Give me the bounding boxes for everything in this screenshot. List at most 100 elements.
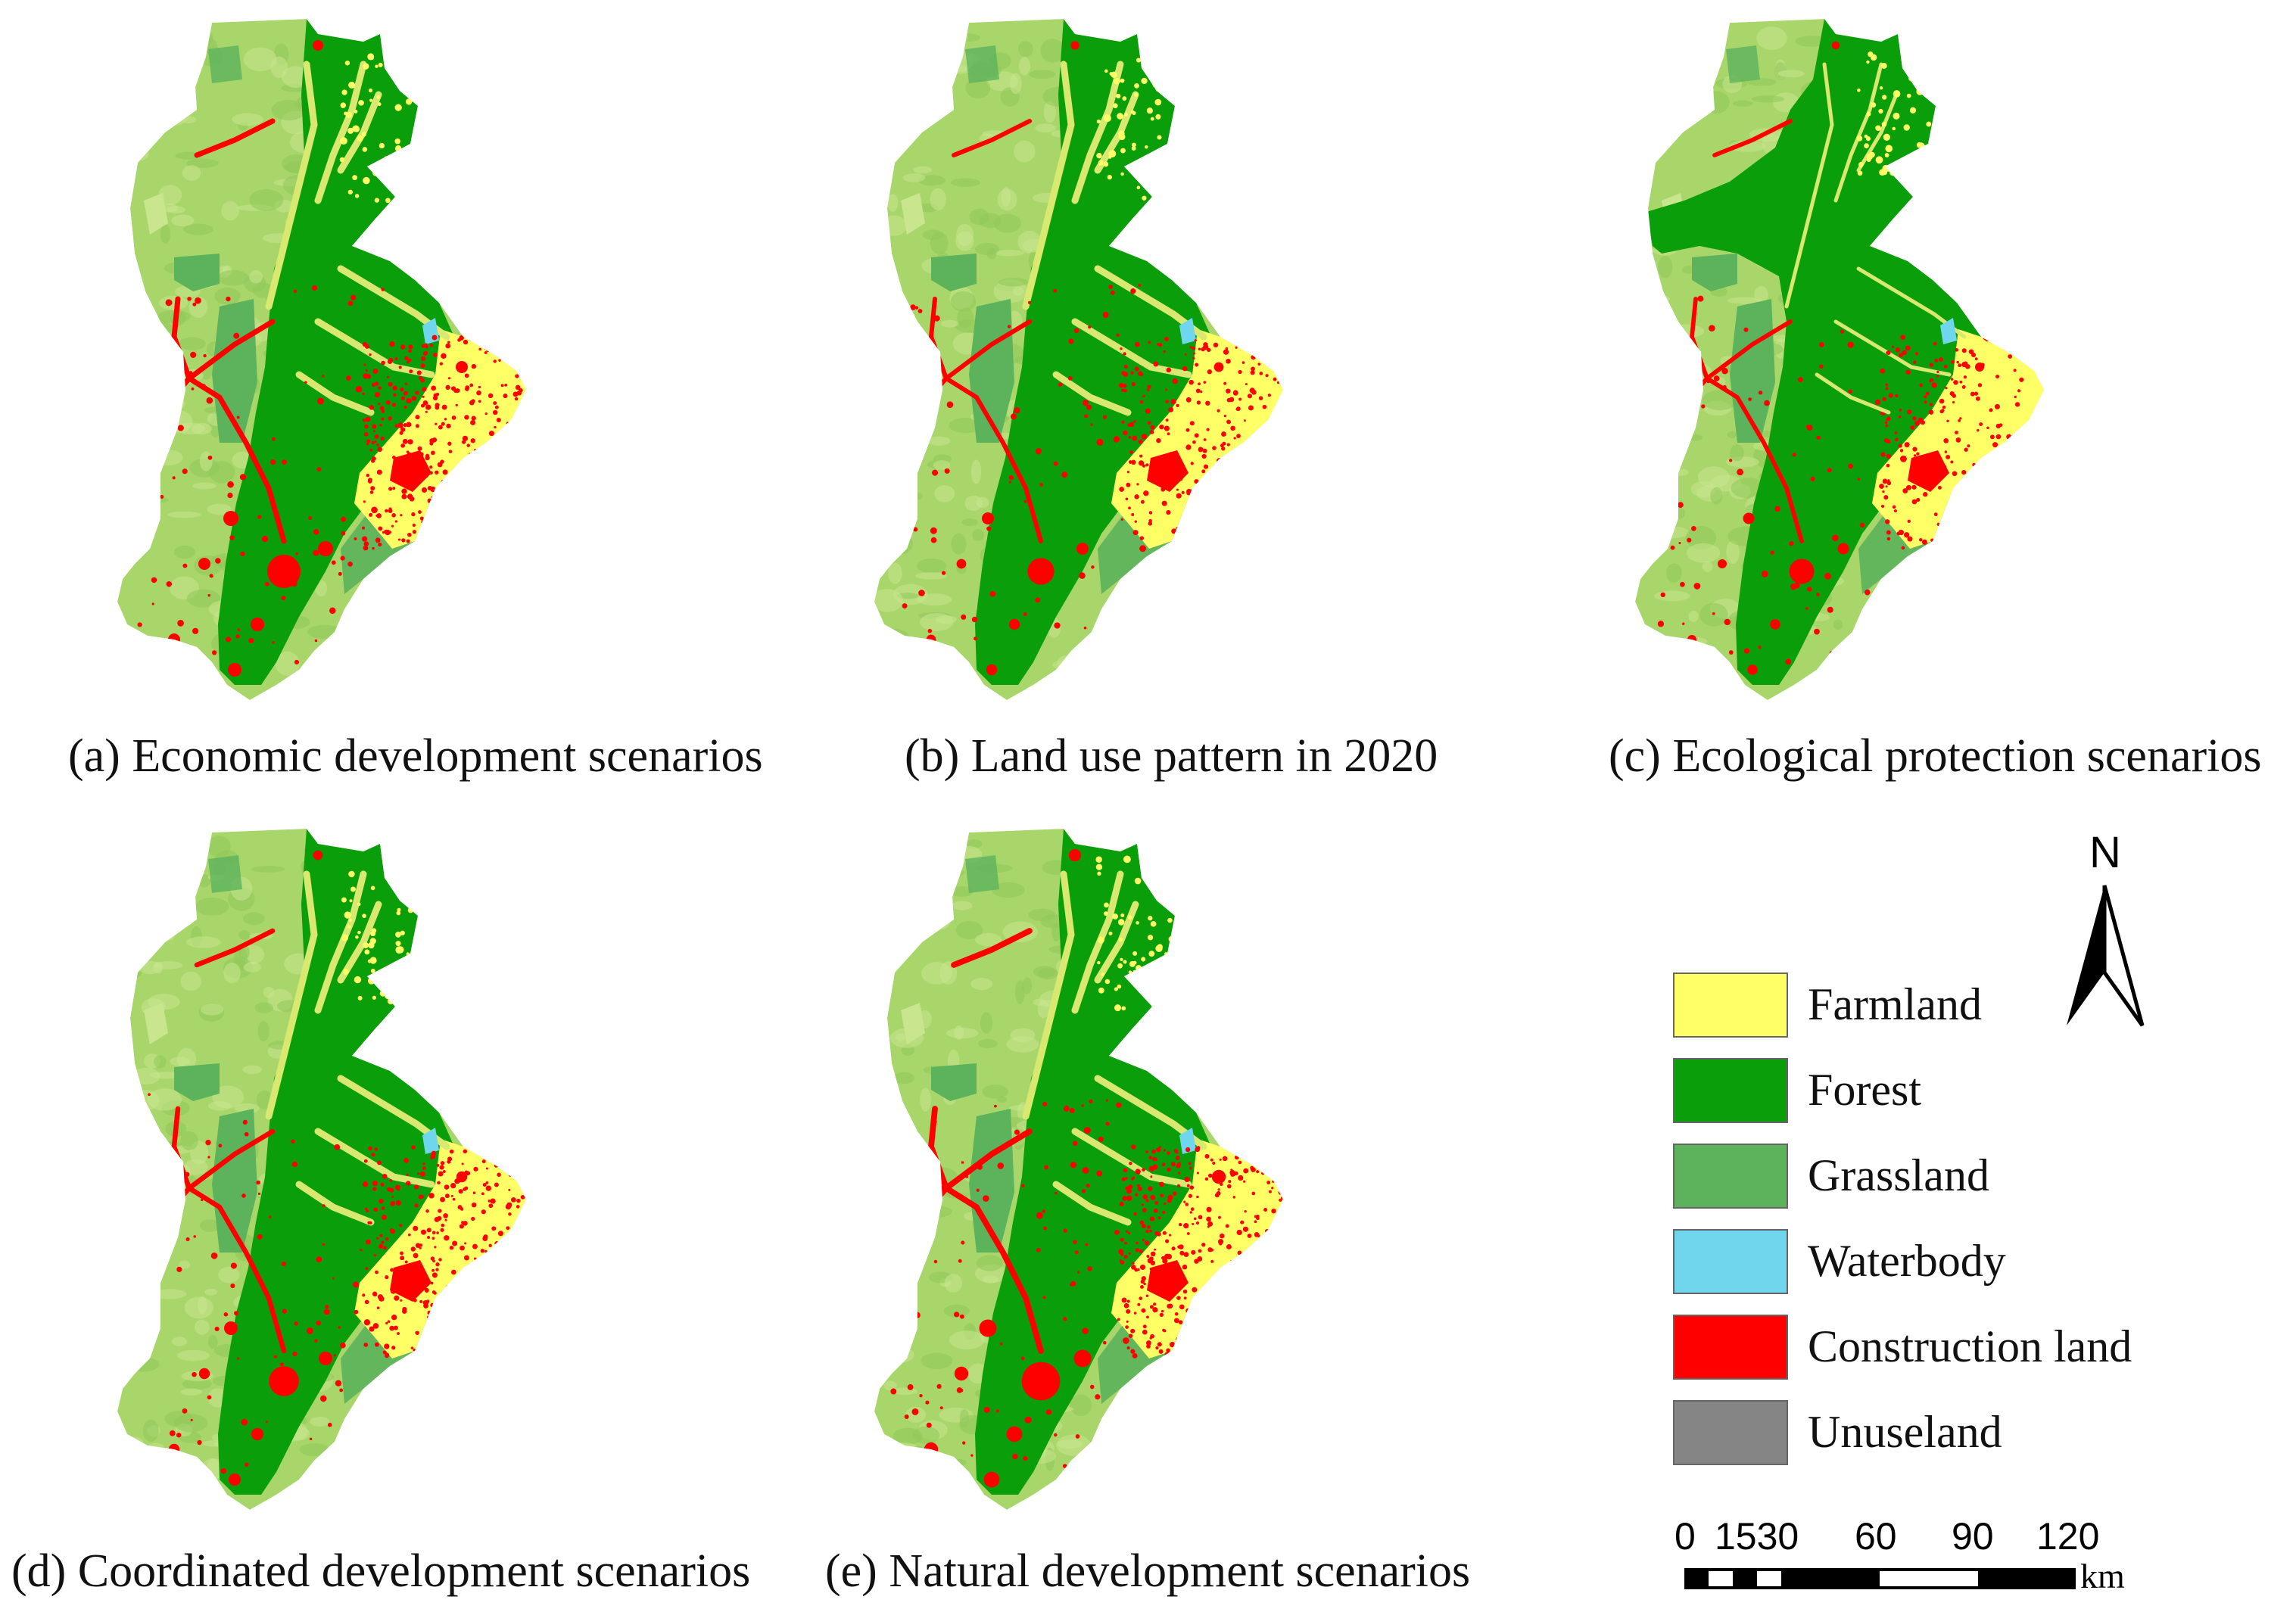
region-construction-dot bbox=[1933, 481, 1936, 485]
region-farmland-dot bbox=[374, 198, 379, 203]
region-construction-city bbox=[228, 663, 241, 677]
region-construction-dot bbox=[430, 1256, 435, 1261]
region-construction-dot bbox=[1149, 1268, 1152, 1271]
region-construction-dot bbox=[410, 1246, 416, 1252]
region-construction-dot bbox=[1905, 484, 1911, 490]
region-construction-dot bbox=[1165, 388, 1168, 391]
region-construction-dot bbox=[1198, 501, 1203, 506]
region-construction-dot bbox=[339, 1388, 344, 1393]
region-construction-dot bbox=[1950, 460, 1954, 464]
region-construction-dot bbox=[480, 1248, 485, 1253]
region-construction-dot bbox=[1159, 1181, 1164, 1187]
region-construction-dot bbox=[372, 1291, 378, 1297]
texture-patch bbox=[121, 32, 158, 48]
region-construction-dot bbox=[419, 1299, 423, 1303]
region-farmland-dot bbox=[1857, 88, 1861, 92]
region-farmland-dot bbox=[1134, 92, 1139, 97]
region-construction-dot bbox=[1178, 1222, 1182, 1227]
region-construction-dot bbox=[1220, 1182, 1223, 1187]
region-construction-dot bbox=[470, 438, 475, 443]
region-construction-city bbox=[982, 512, 994, 524]
region-construction-dot bbox=[406, 422, 412, 428]
region-construction-dot bbox=[404, 1274, 408, 1277]
region-construction-dot bbox=[1933, 512, 1938, 517]
region-construction-dot bbox=[1885, 387, 1889, 391]
region-construction-city bbox=[956, 559, 967, 569]
region-construction-dot bbox=[1247, 394, 1253, 399]
region-farmland-dot bbox=[379, 142, 385, 149]
region-construction-dot bbox=[1067, 375, 1073, 381]
texture-patch bbox=[940, 319, 959, 328]
region-construction-dot bbox=[1217, 1309, 1221, 1313]
region-farmland-dot bbox=[1914, 154, 1919, 159]
region-construction-dot bbox=[2030, 348, 2033, 353]
region-construction-dot bbox=[1952, 400, 1955, 404]
region-construction-dot bbox=[1206, 1206, 1212, 1212]
region-construction-dot bbox=[395, 1200, 401, 1206]
texture-patch bbox=[986, 247, 997, 260]
region-construction-dot bbox=[1251, 1277, 1256, 1281]
region-construction-dot bbox=[419, 516, 425, 521]
region-construction-dot bbox=[1230, 1260, 1233, 1263]
region-construction-dot bbox=[1895, 394, 1899, 398]
region-construction-dot bbox=[939, 1185, 944, 1190]
region-construction-dot bbox=[1141, 1308, 1146, 1313]
texture-patch bbox=[879, 1346, 914, 1364]
region-construction-dot bbox=[513, 458, 518, 462]
region-construction-dot bbox=[376, 469, 382, 475]
texture-patch bbox=[903, 61, 925, 86]
region-construction-dot bbox=[2029, 478, 2032, 481]
texture-patch bbox=[885, 64, 920, 81]
region-construction-dot bbox=[223, 1312, 229, 1317]
region-construction-dot bbox=[1085, 1243, 1089, 1246]
region-construction-dot bbox=[1105, 1099, 1109, 1102]
region-construction-dot bbox=[1961, 348, 1967, 353]
texture-patch bbox=[195, 1319, 210, 1335]
region-construction-dot bbox=[904, 1414, 909, 1420]
region-construction-dot bbox=[1203, 1297, 1208, 1302]
region-construction-dot bbox=[408, 344, 413, 350]
region-construction-dot bbox=[506, 536, 512, 541]
region-construction-dot bbox=[412, 1290, 416, 1294]
region-construction-city bbox=[154, 1248, 164, 1257]
region-farmland-dot bbox=[1167, 917, 1173, 923]
region-construction-dot bbox=[1207, 1281, 1210, 1285]
region-construction-dot bbox=[1936, 543, 1940, 547]
region-construction-dot bbox=[455, 518, 460, 523]
region-construction-dot bbox=[1898, 443, 1902, 448]
region-construction-dot bbox=[474, 1291, 478, 1295]
region-construction-dot bbox=[377, 447, 382, 453]
region-construction-dot bbox=[445, 1330, 449, 1334]
region-farmland-dot bbox=[1152, 80, 1160, 89]
region-construction-dot bbox=[1082, 1327, 1089, 1334]
texture-patch bbox=[1833, 619, 1843, 630]
texture-patch bbox=[184, 1296, 214, 1319]
caption-d: (d) Coordinated development scenarios bbox=[11, 1548, 750, 1595]
region-construction-dot bbox=[2001, 510, 2006, 515]
region-farmland-dot bbox=[1164, 883, 1168, 888]
region-construction-dot bbox=[1789, 541, 1794, 546]
texture-patch bbox=[934, 485, 955, 503]
region-construction-dot bbox=[2019, 377, 2024, 382]
region-construction-dot bbox=[1928, 409, 1934, 415]
region-construction-dot bbox=[1121, 1177, 1126, 1181]
region-construction-dot bbox=[1163, 1149, 1167, 1152]
texture-patch bbox=[242, 1065, 262, 1074]
region-construction-dot bbox=[1190, 545, 1193, 548]
region-construction-dot bbox=[1223, 381, 1227, 385]
region-construction-dot bbox=[1206, 428, 1210, 431]
region-construction-dot bbox=[1205, 503, 1208, 506]
region-construction-dot bbox=[385, 1352, 390, 1358]
region-construction-dot bbox=[1202, 1307, 1206, 1311]
region-construction-dot bbox=[481, 1327, 486, 1331]
region-construction-dot bbox=[898, 521, 903, 527]
region-construction-dot bbox=[1149, 1305, 1154, 1309]
caption-e-letter: (e) bbox=[825, 1545, 877, 1597]
region-construction-dot bbox=[1248, 503, 1252, 507]
region-farmland-dot bbox=[394, 871, 400, 877]
region-construction-dot bbox=[1222, 1156, 1228, 1162]
region-farmland-dot bbox=[387, 997, 394, 1005]
region-construction-dot bbox=[447, 377, 451, 380]
region-construction-dot bbox=[474, 1257, 477, 1260]
region-construction-dot bbox=[1188, 1354, 1195, 1360]
